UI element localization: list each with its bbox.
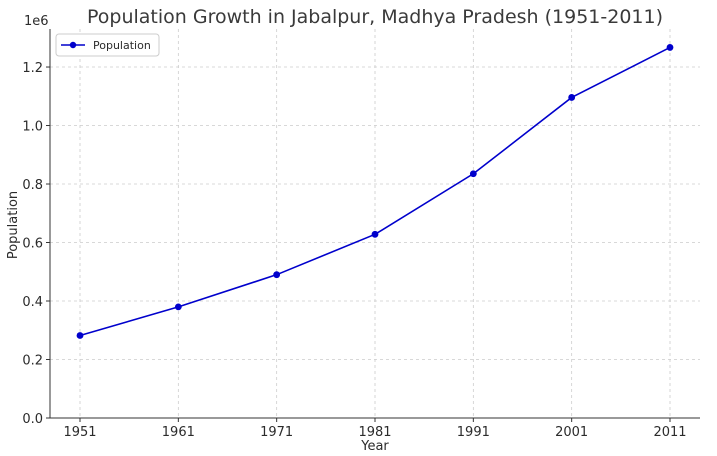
y-tick-label: 0.8 (22, 178, 43, 193)
y-tick-label: 1.2 (22, 61, 43, 76)
x-tick-label: 2001 (555, 425, 588, 440)
grid (50, 29, 700, 419)
x-tick-label: 1951 (63, 425, 96, 440)
y-tick-label: 0.4 (22, 295, 43, 310)
legend-marker-swatch (69, 41, 77, 49)
y-tick-label: 1.0 (22, 120, 43, 135)
data-point (76, 332, 84, 339)
data-point (568, 94, 576, 101)
y-axis-label: Population (6, 191, 21, 259)
data-point (273, 271, 281, 279)
y-axis-ticks: 0.0 0.2 0.4 0.6 0.8 1.0 1.2 (22, 61, 50, 427)
legend: Population (55, 33, 160, 57)
x-tick-label: 1981 (358, 425, 391, 440)
x-tick-label: 1991 (457, 425, 490, 440)
x-tick-label: 1971 (260, 425, 293, 440)
data-point (371, 230, 379, 238)
y-tick-label: 0.6 (22, 237, 43, 252)
x-axis-label: Year (360, 439, 389, 454)
legend-box (55, 33, 160, 57)
legend-label: Population (93, 39, 151, 52)
x-axis-ticks: 1951 1961 1971 1981 1991 2001 2011 (63, 418, 687, 440)
data-point (666, 44, 674, 51)
data-point (174, 303, 182, 311)
chart-title: Population Growth in Jabalpur, Madhya Pr… (87, 6, 663, 28)
y-tick-label: 0.0 (22, 412, 43, 427)
y-offset-label: 1e6 (24, 14, 49, 29)
series (76, 44, 674, 339)
x-tick-label: 1961 (162, 425, 195, 440)
y-tick-label: 0.2 (22, 354, 43, 369)
x-tick-label: 2011 (653, 425, 686, 440)
data-point (469, 170, 477, 178)
